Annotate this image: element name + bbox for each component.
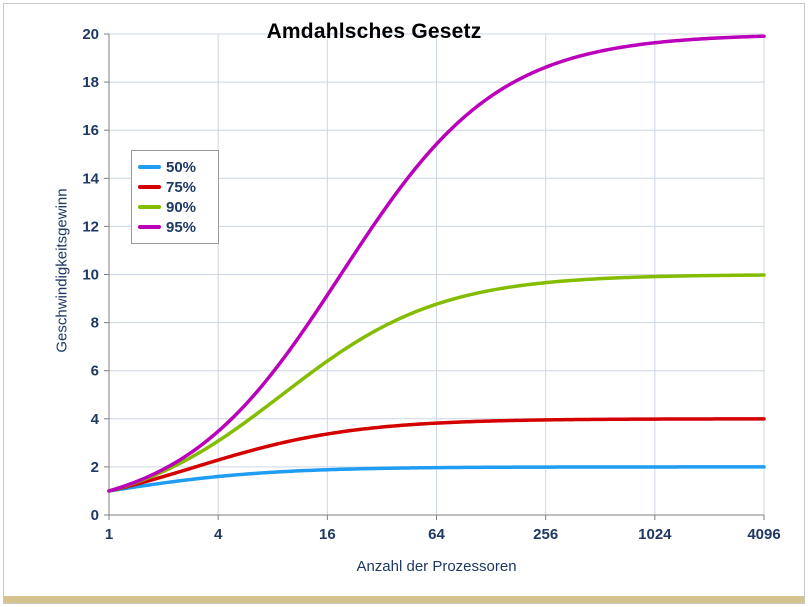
x-tick-label: 64 [428, 526, 445, 543]
legend-label: 95% [166, 218, 197, 236]
legend-line-sample-95 [138, 225, 161, 229]
series-line-90pct [107, 273, 766, 493]
y-tick-label: 14 [82, 170, 99, 187]
x-tick-label: 1024 [638, 526, 672, 543]
series-line-50pct [107, 465, 766, 493]
x-tick-label: 16 [319, 526, 336, 543]
legend-item: 95% [138, 217, 214, 237]
legend-line-sample-90 [138, 205, 161, 209]
legend-item: 50% [138, 157, 214, 177]
legend-label: 75% [166, 178, 197, 196]
series-line-75pct [107, 417, 766, 493]
x-tick-label: 4 [214, 526, 223, 543]
y-tick-label: 8 [91, 315, 99, 332]
y-tick-label: 20 [82, 26, 99, 43]
x-axis-title: Anzahl der Prozessoren [356, 558, 517, 575]
legend-label: 50% [166, 158, 197, 176]
legend-line-sample-50 [138, 165, 161, 169]
x-tick-label: 4096 [747, 526, 780, 543]
y-tick-label: 10 [82, 267, 99, 284]
y-tick-label: 12 [82, 218, 99, 235]
y-tick-label: 4 [91, 411, 100, 428]
x-tick-label: 1 [105, 526, 113, 543]
y-tick-label: 2 [91, 459, 99, 476]
chart-frame: 0 2 4 6 8 10 12 14 16 18 20 1 4 16 64 256 1024 4096 Amdah… [3, 3, 805, 604]
legend-label: 90% [166, 198, 197, 216]
legend-item: 75% [138, 177, 214, 197]
x-tick-label: 256 [533, 526, 558, 543]
legend: 50% 75% 90% 95% [131, 150, 219, 244]
series-line-95pct [107, 34, 766, 493]
y-tick-label: 6 [91, 363, 99, 380]
y-tick-label: 0 [91, 507, 99, 524]
chart-title: Amdahlsches Gesetz [266, 20, 482, 43]
y-axis-title: Geschwindigkeitsgewinn [53, 188, 71, 353]
bottom-strip [4, 596, 804, 603]
legend-line-sample-75 [138, 185, 161, 189]
y-tick-label: 16 [82, 122, 99, 139]
y-tick-label: 18 [82, 74, 99, 91]
legend-item: 90% [138, 197, 214, 217]
